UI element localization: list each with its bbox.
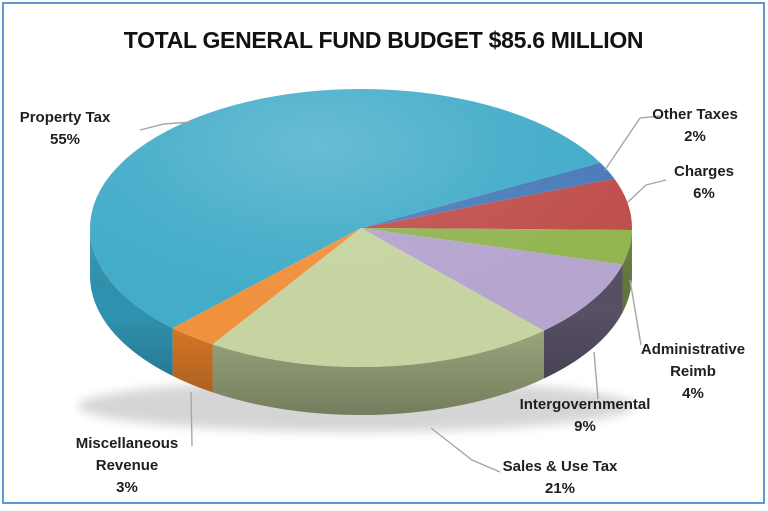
leader-intergovernmental	[594, 352, 598, 399]
label-text: Administrative Reimb	[630, 339, 756, 383]
label-text: Intergovernmental	[499, 394, 671, 416]
label-text: Property Tax	[4, 107, 126, 129]
label-pct: 9%	[499, 416, 671, 438]
label-pct: 2%	[634, 126, 756, 148]
label-pct: 55%	[4, 129, 126, 151]
label-intergovernmental: Intergovernmental 9%	[499, 394, 671, 438]
label-other-taxes: Other Taxes 2%	[634, 104, 756, 148]
label-text: Other Taxes	[634, 104, 756, 126]
chart-frame: TOTAL GENERAL FUND BUDGET $85.6 MILLION …	[2, 2, 765, 504]
label-charges: Charges 6%	[644, 161, 764, 205]
leader-administrative-reimb	[630, 280, 641, 345]
label-text: Miscellaneous Revenue	[61, 433, 193, 477]
label-miscellaneous-revenue: Miscellaneous Revenue 3%	[61, 433, 193, 499]
label-pct: 6%	[644, 183, 764, 205]
pie-sheen	[90, 89, 632, 367]
label-text: Charges	[644, 161, 764, 183]
label-pct: 21%	[478, 478, 642, 500]
label-sales-use-tax: Sales & Use Tax 21%	[478, 456, 642, 500]
label-text: Sales & Use Tax	[478, 456, 642, 478]
label-property-tax: Property Tax 55%	[4, 107, 126, 151]
label-pct: 3%	[61, 477, 193, 499]
